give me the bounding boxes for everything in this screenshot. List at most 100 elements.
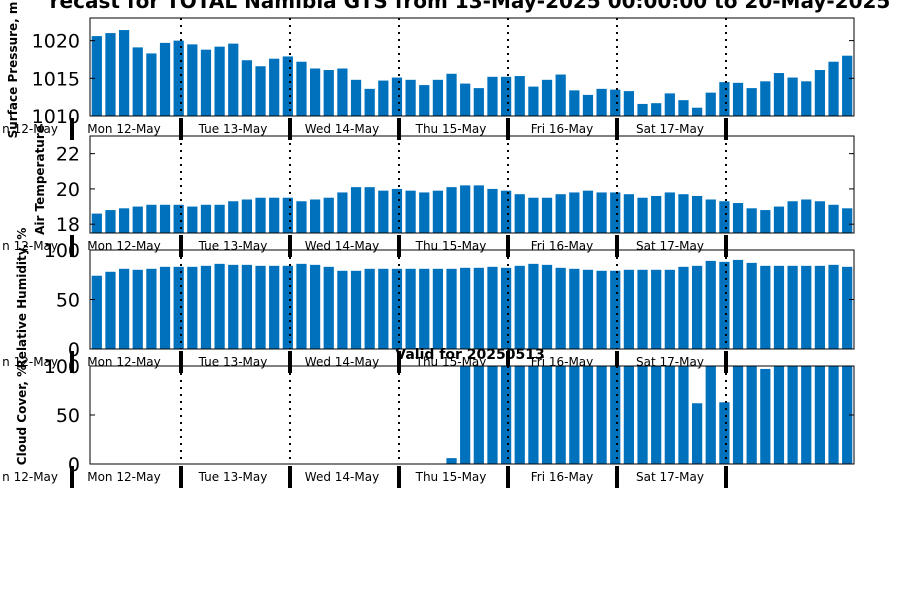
bar <box>664 93 675 116</box>
bar <box>746 208 757 233</box>
bar <box>282 197 293 233</box>
bar <box>596 366 607 464</box>
bar <box>732 366 744 464</box>
bar <box>732 203 744 233</box>
bar <box>555 366 566 464</box>
bar <box>828 204 839 233</box>
bar <box>746 366 757 464</box>
bar <box>746 88 757 116</box>
bar <box>528 366 539 464</box>
bar <box>446 73 457 116</box>
bar <box>528 263 539 349</box>
bar <box>105 271 116 349</box>
bar <box>787 201 798 233</box>
x-tick-label: Wed 14-May <box>305 239 379 253</box>
bar <box>487 188 498 233</box>
bar <box>487 266 498 349</box>
bar <box>391 268 403 349</box>
x-tick-label: Fri 16-May <box>531 470 594 484</box>
x-tick-label: Sat 17-May <box>636 239 704 253</box>
bar <box>664 192 675 233</box>
bar <box>500 190 512 233</box>
chart-subtitle: Valid for 20250513 <box>395 347 544 363</box>
x-tick-label: n 12-May <box>2 122 58 136</box>
x-tick-label: Fri 16-May <box>531 122 594 136</box>
y-tick-label: 22 <box>56 144 80 166</box>
bar <box>569 366 580 464</box>
bar <box>446 268 457 349</box>
x-tick-label: Fri 16-May <box>531 239 594 253</box>
bar <box>514 76 525 116</box>
x-tick-label: Tue 13-May <box>198 470 268 484</box>
bar <box>678 194 689 233</box>
bar <box>637 366 648 464</box>
bar <box>719 402 730 464</box>
bar <box>732 82 744 116</box>
bar <box>610 89 621 116</box>
bar <box>582 94 594 116</box>
bar <box>541 366 553 464</box>
bar <box>255 265 266 349</box>
bar <box>364 187 375 233</box>
bar <box>555 194 566 233</box>
x-tick-label: Wed 14-May <box>305 355 379 369</box>
bar <box>637 103 648 116</box>
bar <box>241 264 253 349</box>
bar <box>678 100 689 116</box>
y-tick-label: 18 <box>56 214 80 236</box>
bar <box>228 264 239 349</box>
bar <box>241 60 253 116</box>
bar <box>801 366 812 464</box>
bar <box>651 103 662 116</box>
bar <box>432 268 444 349</box>
chart-title: recast for TOTAL Namibia GTS from 13-May… <box>50 0 891 13</box>
bar <box>364 268 375 349</box>
x-tick-label: Mon 12-May <box>87 355 161 369</box>
bar <box>132 206 143 233</box>
bar <box>787 77 798 116</box>
bar <box>350 270 362 349</box>
x-tick-label: Thu 15-May <box>415 470 487 484</box>
bar <box>214 46 225 116</box>
bar <box>419 192 430 233</box>
bar <box>664 269 675 349</box>
bar <box>91 36 102 117</box>
bar <box>378 80 389 116</box>
bar <box>91 275 102 349</box>
bar <box>528 197 539 233</box>
bar <box>296 263 307 349</box>
bar <box>378 268 389 349</box>
bar <box>214 204 225 233</box>
x-tick-label: n 12-May <box>2 355 58 369</box>
bar <box>842 208 853 233</box>
bar <box>773 366 785 464</box>
y-tick-label: 1015 <box>32 68 80 90</box>
bar <box>678 366 689 464</box>
bar <box>255 66 266 116</box>
panel-1: 1010 1015 1020 Surface Pressure, mn 12-May M… <box>2 2 855 140</box>
bar <box>200 204 212 233</box>
bar <box>200 265 212 349</box>
bar <box>391 77 403 116</box>
bar <box>228 43 239 116</box>
x-tick-label: Tue 13-May <box>198 239 268 253</box>
bar <box>678 266 689 349</box>
bar <box>814 70 826 116</box>
bar <box>460 185 471 233</box>
bar <box>118 208 130 233</box>
bar <box>432 190 444 233</box>
bar <box>582 366 594 464</box>
x-tick-label: Wed 14-May <box>305 122 379 136</box>
x-tick-label: Thu 15-May <box>415 122 487 136</box>
bar <box>473 267 484 349</box>
bar <box>105 210 116 233</box>
bar <box>541 79 553 116</box>
bar <box>446 458 457 464</box>
bar <box>228 201 239 233</box>
bar <box>460 83 471 116</box>
bar <box>487 76 498 116</box>
x-tick-label: Thu 15-May <box>415 239 487 253</box>
bar <box>146 53 157 116</box>
bar <box>828 264 839 349</box>
